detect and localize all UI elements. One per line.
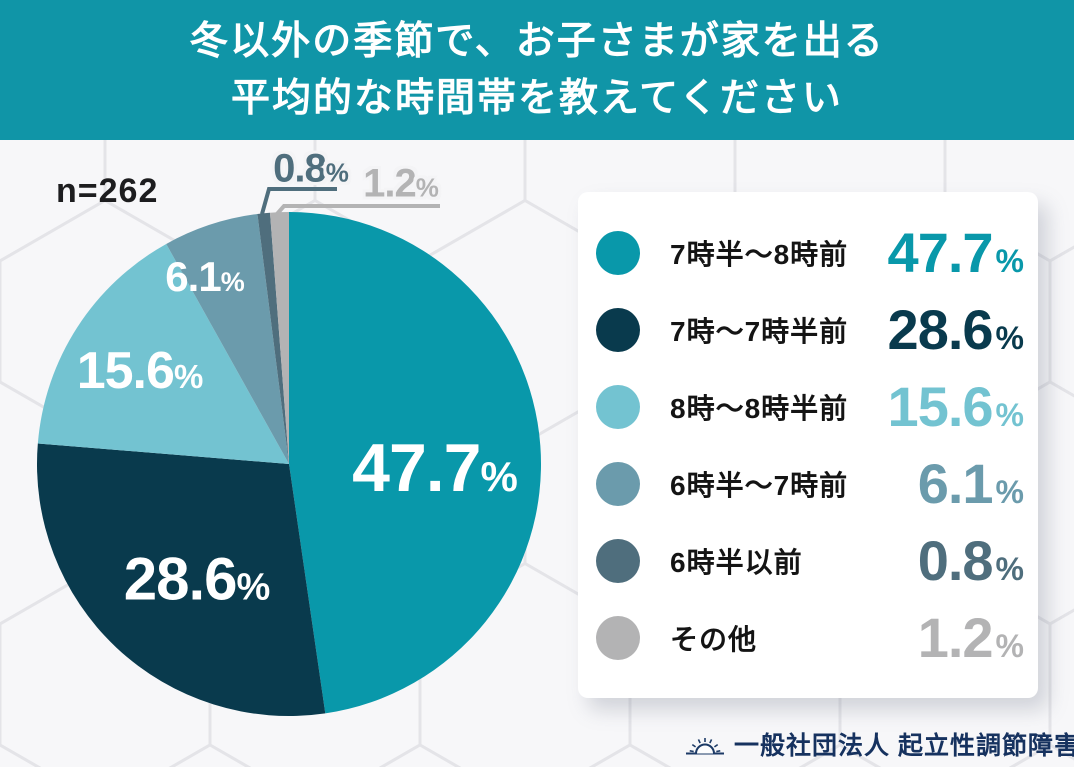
legend-value-number: 47.7: [887, 221, 994, 284]
legend-label: 6時半〜7時前: [670, 469, 849, 501]
percent-sign: %: [995, 474, 1024, 510]
pie-label-7half-8: 47.7 %: [352, 429, 518, 507]
percent-sign: %: [173, 358, 204, 395]
legend-swatch-navy: [596, 307, 640, 352]
legend-label: 7時〜7時半前: [670, 315, 849, 347]
chart-title-line1: 冬以外の季節で、お子さまが家を出る: [189, 20, 885, 63]
chart-title-line2: 平均的な時間帯を教えてください: [231, 77, 843, 120]
percent-sign: %: [325, 157, 349, 188]
legend-row: その他 1.2 %: [596, 605, 1024, 670]
legend-value: 1.2 %: [918, 605, 1024, 670]
pie-label-6half-7: 6.1 %: [165, 253, 244, 301]
legend-value-number: 15.6: [887, 375, 994, 438]
percent-sign: %: [995, 320, 1024, 356]
pie-label-value: 0.8: [273, 146, 327, 191]
legend-row: 7時半〜8時前 47.7 %: [596, 220, 1024, 285]
legend-label: 8時〜8時半前: [670, 392, 849, 424]
percent-sign: %: [995, 628, 1024, 664]
pie-label-before-6half: 0.8 %: [273, 147, 349, 192]
sunrise-icon: [686, 738, 724, 755]
legend-value: 6.1 %: [918, 451, 1024, 516]
pie-label-value: 28.6: [123, 545, 238, 613]
pie-label-value: 1.2: [363, 161, 417, 206]
legend-swatch-teal: [596, 230, 640, 275]
legend-value: 15.6 %: [888, 374, 1024, 439]
header-banner: 冬以外の季節で、お子さまが家を出る 平均的な時間帯を教えてください: [0, 0, 1074, 140]
legend-row: 6時半以前 0.8 %: [596, 528, 1024, 593]
percent-sign: %: [480, 453, 518, 500]
organization-name: 一般社団法人 起立性調節障害改善協会: [734, 732, 1074, 760]
pie-label-value: 15.6: [76, 342, 175, 400]
legend-swatch-slate: [596, 538, 640, 583]
percent-sign: %: [995, 243, 1024, 279]
legend-value-number: 0.8: [917, 529, 994, 592]
percent-sign: %: [236, 566, 271, 609]
percent-sign: %: [995, 551, 1024, 587]
footer-credit: 一般社団法人 起立性調節障害改善協会: [684, 726, 1074, 762]
percent-sign: %: [995, 397, 1024, 433]
legend: 7時半〜8時前 47.7 % 7時〜7時半前 28.6 % 8時〜8時半前 15…: [578, 192, 1038, 698]
legend-swatch-steelblue: [596, 461, 640, 506]
percent-sign: %: [220, 267, 245, 297]
sample-size-label: n=262: [56, 172, 159, 210]
pie-label-value: 47.7: [352, 430, 481, 506]
legend-row: 7時〜7時半前 28.6 %: [596, 297, 1024, 362]
legend-value: 28.6 %: [888, 297, 1024, 362]
percent-sign: %: [415, 172, 439, 203]
legend-row: 8時〜8時半前 15.6 %: [596, 374, 1024, 439]
legend-value: 47.7 %: [888, 220, 1024, 285]
legend-value-number: 28.6: [887, 298, 994, 361]
legend-label: 7時半〜8時前: [670, 238, 849, 270]
legend-value-number: 1.2: [917, 606, 994, 669]
legend-value: 0.8 %: [918, 528, 1024, 593]
pie-label-8-8half: 15.6 %: [77, 341, 204, 401]
legend-swatch-lightblue: [596, 384, 640, 429]
legend-label: その他: [670, 623, 758, 655]
legend-swatch-gray: [596, 615, 640, 660]
pie-label-other: 1.2 %: [363, 162, 439, 207]
legend-value-number: 6.1: [917, 452, 994, 515]
legend-label: 6時半以前: [670, 546, 803, 578]
legend-row: 6時半〜7時前 6.1 %: [596, 451, 1024, 516]
pie-label-7-7half: 28.6 %: [124, 545, 271, 614]
pie-label-value: 6.1: [165, 253, 221, 300]
